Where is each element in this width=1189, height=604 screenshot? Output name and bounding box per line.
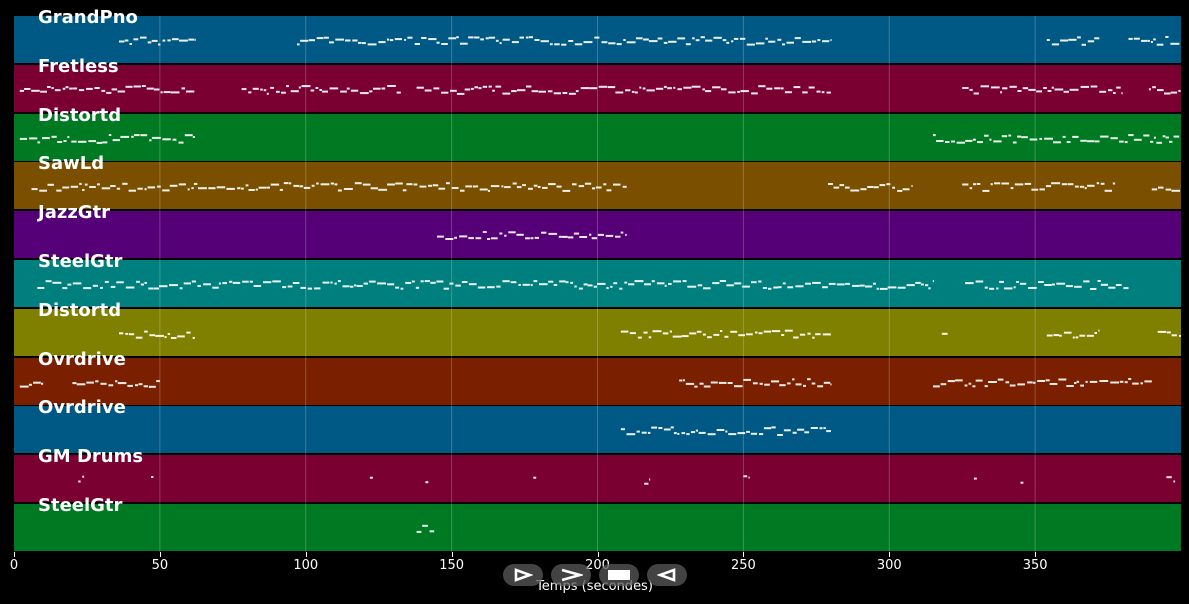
x-tick xyxy=(597,552,599,557)
x-tick xyxy=(14,552,15,557)
stop-button[interactable] xyxy=(599,564,639,586)
track-label: SteelGtr xyxy=(38,495,123,516)
playback-controls xyxy=(503,564,689,586)
play-button[interactable] xyxy=(503,564,543,586)
x-tick-label: 150 xyxy=(439,558,465,573)
track-lane[interactable] xyxy=(14,260,1181,307)
track-label: SteelGtr xyxy=(38,251,123,272)
x-tick-label: 250 xyxy=(730,558,756,573)
track-label: Ovrdrive xyxy=(38,397,126,418)
track-lane[interactable] xyxy=(14,162,1181,209)
x-tick xyxy=(305,552,307,557)
x-tick xyxy=(451,552,453,557)
forward-icon xyxy=(561,568,583,582)
track-label: GrandPno xyxy=(38,7,138,28)
track-lane[interactable] xyxy=(14,211,1181,258)
track-lane[interactable] xyxy=(14,16,1181,63)
track-lane[interactable] xyxy=(14,504,1181,551)
rewind-button[interactable] xyxy=(647,564,687,586)
track-lane[interactable] xyxy=(14,455,1181,502)
x-tick xyxy=(159,552,161,557)
track-label: JazzGtr xyxy=(38,202,111,223)
x-tick-label: 300 xyxy=(876,558,902,573)
track-lane[interactable] xyxy=(14,309,1181,356)
track-label: Fretless xyxy=(38,56,119,77)
track-lane[interactable] xyxy=(14,114,1181,161)
x-tick-label: 100 xyxy=(293,558,319,573)
track-label: GM Drums xyxy=(38,446,144,467)
play-icon xyxy=(514,568,533,582)
x-axis: 0 50 100 150 200 250 300 350 xyxy=(10,552,1181,582)
track-label: SawLd xyxy=(38,153,105,174)
stop-icon xyxy=(608,570,630,580)
track-label: Distortd xyxy=(38,300,122,321)
track-label: Ovrdrive xyxy=(38,349,126,370)
track-lane[interactable] xyxy=(14,406,1181,453)
x-tick-label: 50 xyxy=(151,558,169,573)
x-tick xyxy=(1035,552,1037,557)
track-label: Distortd xyxy=(38,105,122,126)
forward-button[interactable] xyxy=(551,564,591,586)
x-tick xyxy=(889,552,891,557)
track-lane[interactable] xyxy=(14,358,1181,405)
rewind-icon xyxy=(657,568,676,582)
track-lane[interactable] xyxy=(14,65,1181,112)
x-tick-label: 0 xyxy=(9,558,19,573)
track-area: GrandPno Fretless Distortd SawLd JazzGtr Stee… xyxy=(14,8,1181,552)
x-tick-label: 350 xyxy=(1022,558,1048,573)
x-tick xyxy=(743,552,745,557)
